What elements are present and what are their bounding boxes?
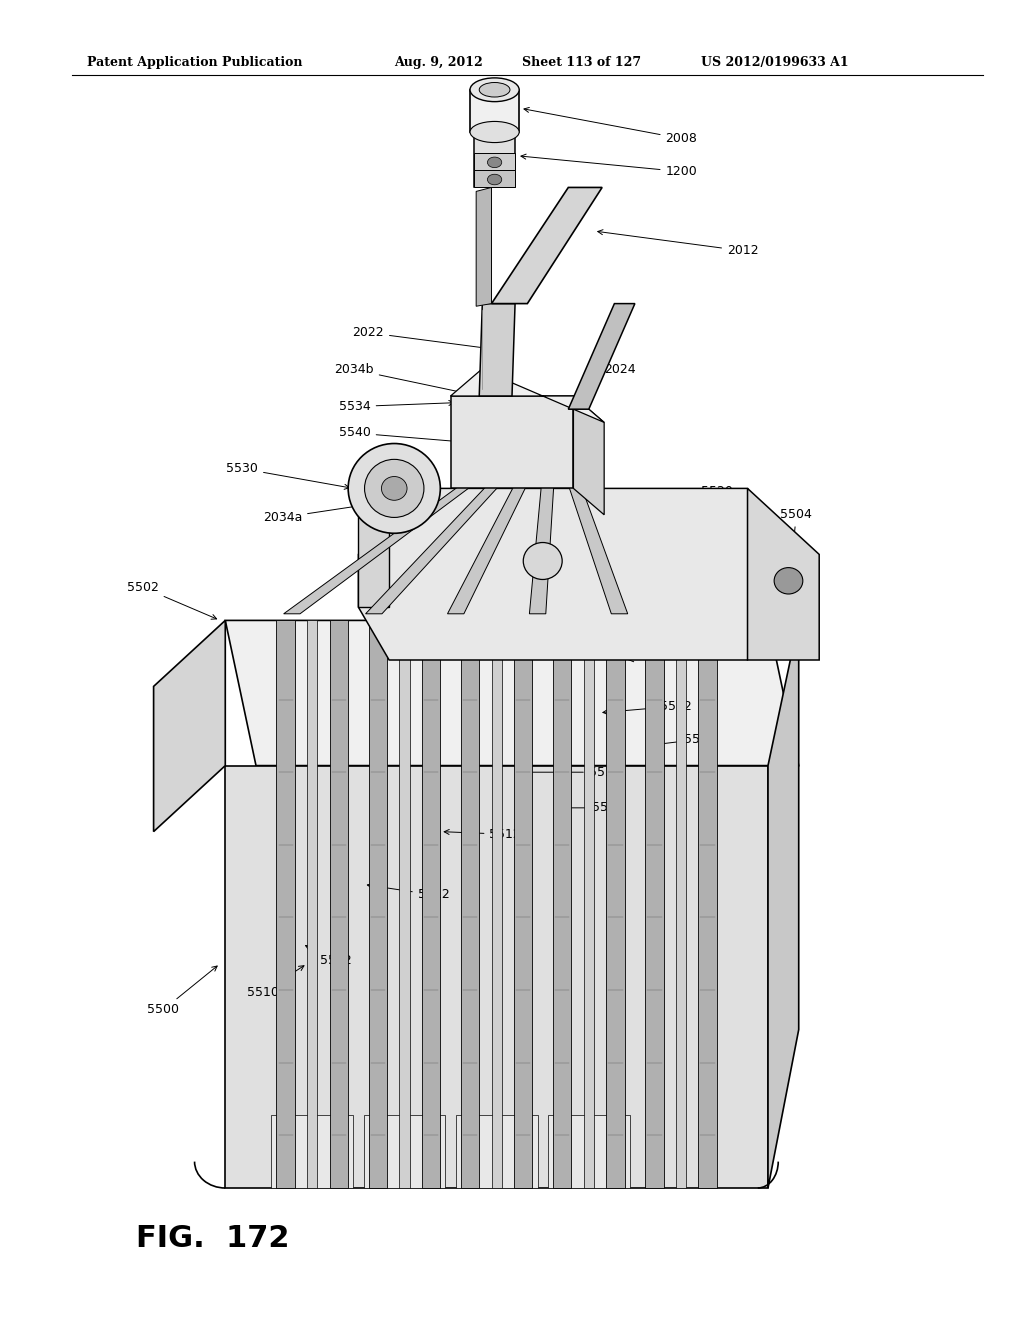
Polygon shape <box>567 482 628 614</box>
Polygon shape <box>447 482 528 614</box>
Ellipse shape <box>381 477 408 500</box>
Polygon shape <box>399 620 410 1188</box>
Polygon shape <box>456 1115 538 1188</box>
Polygon shape <box>330 620 348 1188</box>
Polygon shape <box>548 1115 630 1188</box>
Text: 1200: 1200 <box>521 154 697 178</box>
Polygon shape <box>514 620 532 1188</box>
Ellipse shape <box>365 459 424 517</box>
Polygon shape <box>225 620 799 766</box>
Polygon shape <box>366 482 503 614</box>
Polygon shape <box>474 125 515 187</box>
Text: 2012: 2012 <box>598 230 759 257</box>
Ellipse shape <box>487 174 502 185</box>
Text: 5500: 5500 <box>147 966 217 1016</box>
Ellipse shape <box>487 157 502 168</box>
Polygon shape <box>271 1115 353 1188</box>
Polygon shape <box>748 488 819 660</box>
Ellipse shape <box>774 568 803 594</box>
Polygon shape <box>492 187 602 304</box>
Text: 5504: 5504 <box>780 508 812 570</box>
Ellipse shape <box>470 121 519 143</box>
Text: 5534: 5534 <box>339 400 454 413</box>
Text: 5532: 5532 <box>522 517 554 553</box>
Text: 5520: 5520 <box>701 484 743 525</box>
Text: 5514: 5514 <box>649 733 716 747</box>
Polygon shape <box>479 304 515 396</box>
Polygon shape <box>451 396 573 488</box>
Ellipse shape <box>348 444 440 533</box>
Text: 2034a: 2034a <box>263 500 383 524</box>
Polygon shape <box>492 620 502 1188</box>
Polygon shape <box>474 170 515 187</box>
Polygon shape <box>358 488 778 660</box>
Text: 5530: 5530 <box>226 462 349 490</box>
Text: 2022: 2022 <box>352 326 495 351</box>
Polygon shape <box>645 620 664 1188</box>
Polygon shape <box>225 766 768 1188</box>
Polygon shape <box>364 1115 445 1188</box>
Polygon shape <box>476 187 492 306</box>
Polygon shape <box>529 482 554 614</box>
Polygon shape <box>461 620 479 1188</box>
Text: 5540: 5540 <box>339 426 462 444</box>
Text: 5514: 5514 <box>559 801 624 814</box>
Polygon shape <box>422 620 440 1188</box>
Polygon shape <box>606 620 625 1188</box>
Text: 2034b: 2034b <box>334 363 475 396</box>
Text: 5510: 5510 <box>247 966 304 999</box>
Polygon shape <box>768 620 799 1188</box>
Polygon shape <box>470 90 519 132</box>
Polygon shape <box>553 620 571 1188</box>
Polygon shape <box>284 482 477 614</box>
Text: FIG.  172: FIG. 172 <box>136 1224 290 1253</box>
Text: 5512: 5512 <box>629 647 718 661</box>
Polygon shape <box>474 153 515 170</box>
Text: 5512: 5512 <box>526 766 621 779</box>
Polygon shape <box>584 620 594 1188</box>
Text: Aug. 9, 2012: Aug. 9, 2012 <box>394 55 483 69</box>
Polygon shape <box>154 620 225 832</box>
Ellipse shape <box>523 543 562 579</box>
Polygon shape <box>358 488 389 607</box>
Text: 2024: 2024 <box>593 363 636 376</box>
Text: 5512: 5512 <box>368 883 450 902</box>
Text: 2008: 2008 <box>524 107 697 145</box>
Polygon shape <box>698 620 717 1188</box>
Text: 5512: 5512 <box>305 945 352 968</box>
Text: US 2012/0199633 A1: US 2012/0199633 A1 <box>701 55 849 69</box>
Text: Patent Application Publication: Patent Application Publication <box>87 55 302 69</box>
Polygon shape <box>568 304 635 409</box>
Ellipse shape <box>470 78 519 102</box>
Polygon shape <box>307 620 317 1188</box>
Polygon shape <box>369 620 387 1188</box>
Text: 5512: 5512 <box>603 700 692 714</box>
Text: 5512: 5512 <box>444 828 521 841</box>
Polygon shape <box>676 620 686 1188</box>
Ellipse shape <box>479 82 510 98</box>
Polygon shape <box>276 620 295 1188</box>
Text: Sheet 113 of 127: Sheet 113 of 127 <box>522 55 641 69</box>
Polygon shape <box>451 370 604 422</box>
Text: 5502: 5502 <box>127 581 217 619</box>
Polygon shape <box>573 396 604 515</box>
